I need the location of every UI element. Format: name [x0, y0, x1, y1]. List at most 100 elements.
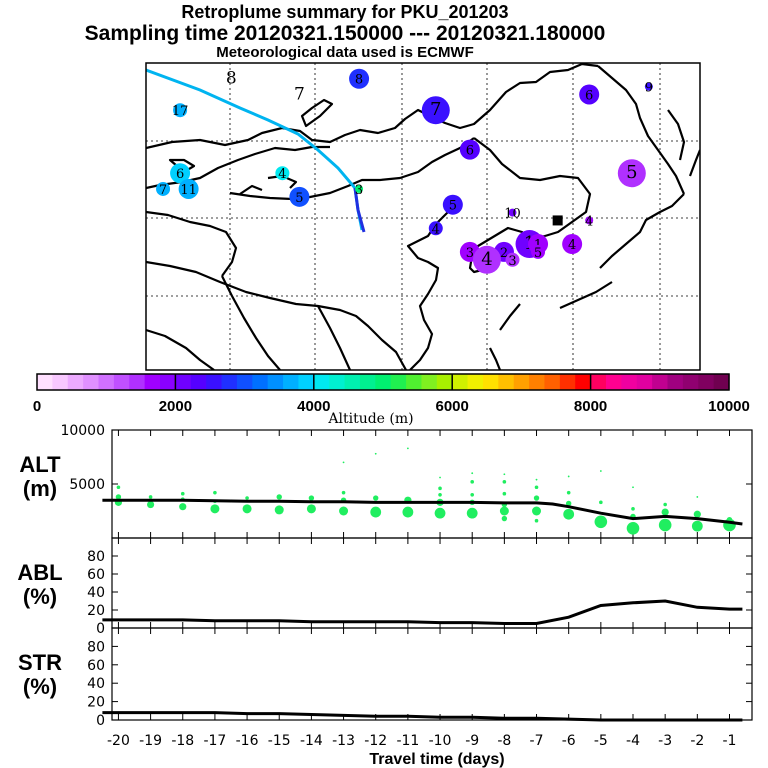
altitude-point [116, 485, 121, 490]
colorbar-swatch [206, 374, 223, 390]
cluster-label: 6 [466, 144, 474, 159]
y-tick-label: 20 [87, 603, 105, 619]
colorbar-swatch [113, 374, 130, 390]
cluster-label: 5 [449, 199, 457, 214]
colorbar-swatch [52, 374, 69, 390]
colorbar-swatch [175, 374, 192, 390]
cluster-label: 4 [278, 167, 286, 182]
colorbar-swatch [252, 374, 269, 390]
cluster-dot [459, 139, 480, 160]
altitude-point [276, 494, 282, 500]
cluster-dot [442, 194, 463, 215]
y-axis-label: ALT [19, 452, 61, 477]
altitude-point [599, 500, 603, 505]
cluster-dot [355, 184, 364, 193]
colorbar-swatch [160, 374, 176, 390]
altitude-point [470, 493, 475, 497]
cluster-label: 17 [172, 104, 189, 119]
colorbar-swatch [37, 374, 53, 390]
altitude-point [439, 476, 441, 479]
altitude-point [179, 503, 187, 511]
x-tick-label: -3 [658, 733, 672, 749]
colorbar-swatch [575, 374, 592, 390]
colorbar-swatch [467, 374, 484, 390]
altitude-point [566, 490, 571, 495]
cluster-markers: 871767114538766954510413214354 [156, 68, 653, 274]
altitude-point [532, 506, 542, 516]
met-data-note: Meteorological data used is ECMWF [216, 44, 474, 61]
altitude-point [658, 518, 672, 532]
altitude-point [438, 486, 442, 491]
altitude-point [534, 518, 539, 523]
colorbar-swatch [682, 374, 699, 390]
y-tick-label: 10000 [60, 423, 105, 439]
cluster-label: 6 [585, 88, 593, 103]
colorbar-swatch [652, 374, 669, 390]
x-tick-label: -16 [236, 733, 259, 749]
altitude-point [466, 507, 478, 519]
altitude-point [434, 507, 446, 519]
altitude-point [563, 508, 575, 520]
colorbar-frame [36, 373, 730, 391]
receptor-marker [552, 215, 563, 226]
altitude-point [470, 480, 475, 484]
trajectory-line-recent [353, 187, 366, 233]
altitude-point [661, 508, 669, 516]
altitude-point [501, 515, 508, 522]
cluster-dot [275, 166, 290, 181]
x-tick-label: -12 [364, 733, 387, 749]
cluster-dot [505, 252, 520, 267]
cluster-dot [562, 234, 583, 255]
colorbar-swatch [436, 374, 453, 390]
altitude-point [274, 505, 284, 515]
colorbar-swatch [221, 374, 238, 390]
altitude-point [373, 495, 379, 501]
colorbar-swatch [129, 374, 146, 390]
cluster-dot [170, 163, 191, 184]
cluster-label: 7 [159, 183, 167, 198]
altitude-point [402, 506, 414, 518]
altitude-point [306, 504, 316, 514]
cluster-dot [156, 181, 171, 196]
colorbar-swatch [406, 374, 423, 390]
y-tick-label: 5000 [69, 477, 105, 493]
y-tick-label: 80 [87, 639, 105, 655]
altitude-point [213, 490, 217, 495]
colorbar-swatch [421, 374, 438, 390]
x-tick-label: -18 [171, 733, 194, 749]
cluster-label: 7 [430, 99, 441, 120]
altitude-point [406, 447, 409, 450]
panel-frame [111, 627, 753, 721]
str-panel-line [102, 711, 743, 722]
cluster-label: 6 [176, 167, 184, 182]
altitude-point [374, 452, 377, 455]
cluster-dot [579, 84, 600, 105]
x-tick-label: -14 [300, 733, 323, 749]
x-tick-label: -17 [203, 733, 226, 749]
cluster-label: 10 [504, 207, 521, 222]
altitude-panel: 5000 10000 ALT(m) [19, 423, 753, 539]
colorbar-swatch [529, 374, 546, 390]
y-tick-label: 40 [87, 676, 105, 692]
x-tick-label: -11 [396, 733, 419, 749]
altitude-point [632, 486, 634, 489]
abl-panel-line [102, 599, 743, 625]
x-tick-label: -7 [530, 733, 544, 749]
cluster-dot [585, 216, 594, 225]
cluster-label: 3 [355, 183, 363, 198]
colorbar-swatch [482, 374, 499, 390]
colorbar-swatch [67, 374, 84, 390]
cluster-label: 3 [466, 246, 474, 261]
cluster-dot [173, 103, 188, 118]
time-series-panels: 500010000ALT(m)020406080ABL(%)020406080S… [17, 423, 753, 768]
cluster-label: 7 [294, 84, 305, 104]
altitude-point [148, 495, 153, 499]
cluster-label: 9 [645, 81, 653, 96]
mean-altitude-line [102, 498, 743, 526]
altitude-point [503, 473, 506, 476]
altitude-point [534, 485, 539, 490]
trajectory-line [146, 68, 364, 231]
altitude-point [180, 491, 185, 496]
colorbar-swatch [359, 374, 376, 390]
cluster-dot [178, 178, 199, 199]
